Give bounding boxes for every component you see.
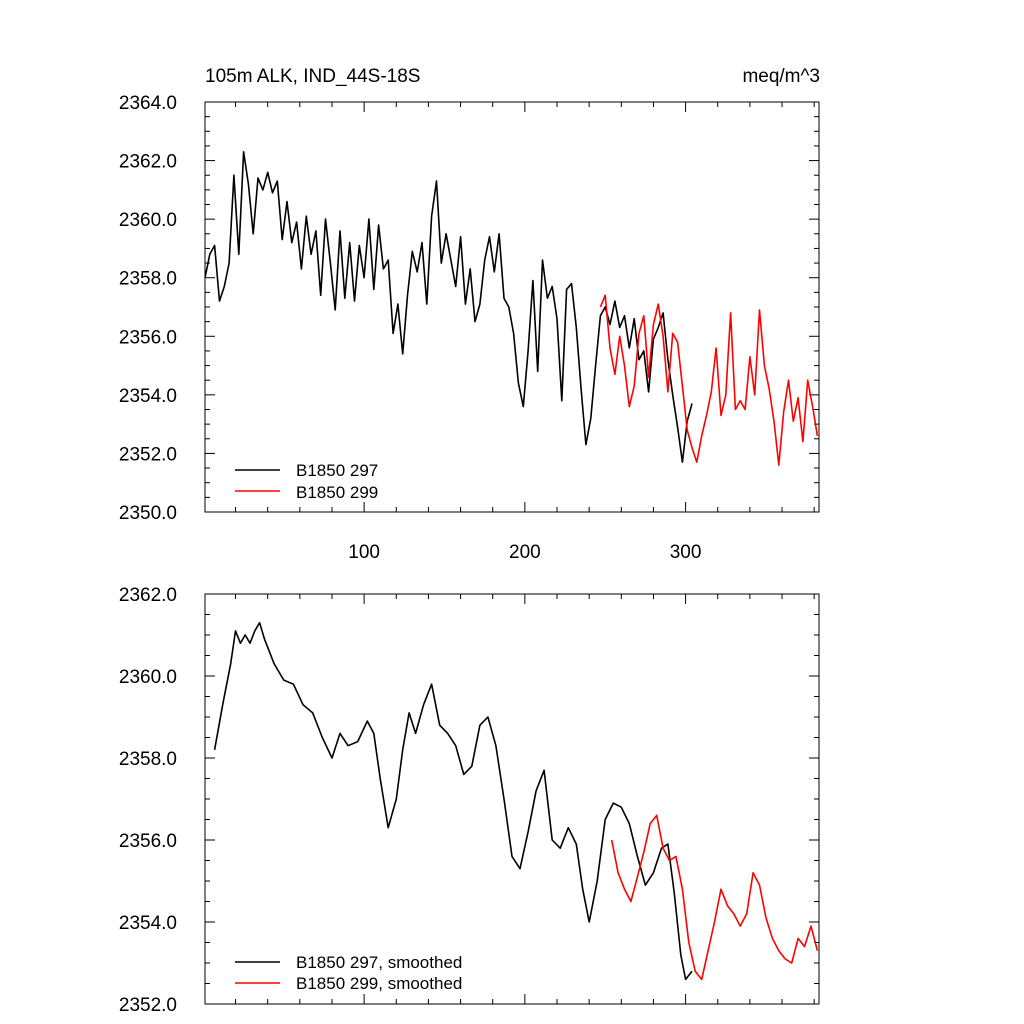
legend-label-b1850-297: B1850 297	[296, 461, 378, 480]
top-y-tick-label: 2356.0	[119, 327, 177, 348]
top-series-line-b1850-299	[599, 294, 819, 466]
bottom-y-tick-label: 2360.0	[119, 667, 177, 688]
legend-label-b1850-299-smoothed: B1850 299, smoothed	[296, 974, 462, 993]
bottom-series-line-b1850-297-smoothed	[213, 621, 693, 981]
top-legend: B1850 297 B1850 299	[235, 461, 378, 502]
top-series-line-b1850-297	[204, 151, 693, 463]
top-y-tick-label: 2362.0	[119, 152, 177, 173]
bottom-series-line-b1850-299-smoothed	[610, 814, 819, 981]
bottom-y-tick-label: 2352.0	[119, 995, 177, 1016]
bottom-y-tick-label: 2358.0	[119, 749, 177, 770]
top-panel: 105m ALK, IND_44S-18S meq/m^3 2350.0 2352…	[119, 66, 820, 563]
bottom-x-ticks	[235, 594, 815, 1004]
top-y-tick-label: 2364.0	[119, 93, 177, 114]
bottom-y-ticks: 2352.0 2354.0 2356.0 2358.0 2360.0 2362.0	[119, 585, 819, 1016]
top-y-tick-label: 2360.0	[119, 210, 177, 231]
legend-label-b1850-299: B1850 299	[296, 483, 378, 502]
top-y-tick-label: 2350.0	[119, 503, 177, 524]
bottom-y-tick-label: 2356.0	[119, 831, 177, 852]
top-x-tick-label: 100	[348, 542, 380, 563]
top-y-tick-label: 2354.0	[119, 386, 177, 407]
top-x-tick-label: 300	[670, 542, 702, 563]
top-chart-units: meq/m^3	[742, 66, 820, 87]
top-y-ticks: 2350.0 2352.0 2354.0 2356.0 2358.0 2360.0 2362…	[119, 93, 819, 524]
top-plot-frame	[204, 101, 820, 513]
top-y-tick-label: 2352.0	[119, 444, 177, 465]
bottom-y-tick-label: 2354.0	[119, 913, 177, 934]
top-x-ticks: 100 200 300	[235, 102, 815, 563]
bottom-series	[213, 621, 819, 981]
bottom-y-tick-label: 2362.0	[119, 585, 177, 606]
bottom-panel: 2352.0 2354.0 2356.0 2358.0 2360.0 2362.0 B18…	[119, 585, 820, 1016]
top-chart-title: 105m ALK, IND_44S-18S	[205, 66, 420, 87]
top-series	[204, 151, 819, 466]
top-y-tick-label: 2358.0	[119, 269, 177, 290]
top-x-tick-label: 200	[509, 542, 541, 563]
bottom-legend: B1850 297, smoothed B1850 299, smoothed	[235, 953, 462, 993]
legend-label-b1850-297-smoothed: B1850 297, smoothed	[296, 953, 462, 972]
bottom-plot-frame	[204, 593, 820, 1005]
